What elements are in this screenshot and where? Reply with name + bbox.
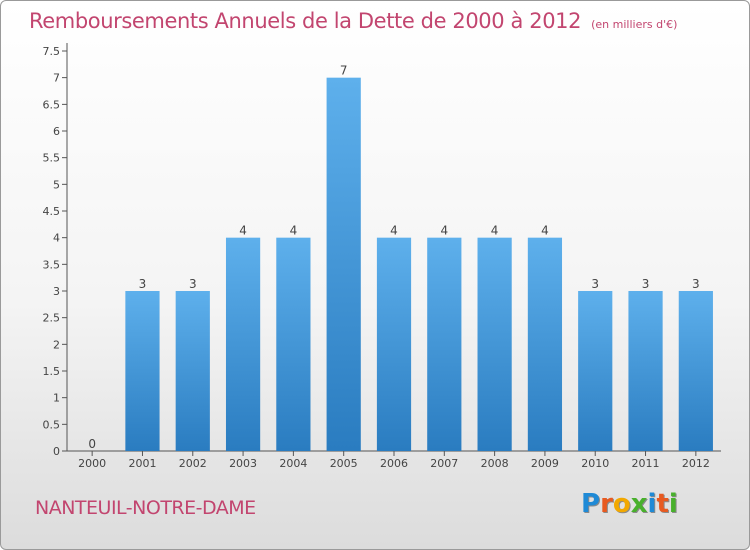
x-tick-label: 2005 (330, 457, 358, 470)
data-label-2007: 4 (440, 224, 448, 238)
logo-letter: P (581, 489, 601, 519)
logo-letter: i (668, 489, 678, 519)
x-tick-label: 2004 (279, 457, 307, 470)
y-tick-label: 2.5 (43, 312, 61, 325)
proxiti-logo[interactable]: Proxiti (581, 489, 678, 519)
data-labels: 0 3 3 4 4 7 4 4 4 4 3 3 3 (88, 64, 699, 451)
y-tick-label: 4.5 (43, 205, 61, 218)
y-tick-label: 6 (53, 125, 60, 138)
y-tick-label: 5.5 (43, 152, 61, 165)
data-label-2003: 4 (239, 224, 247, 238)
bar-2002[interactable] (175, 291, 210, 451)
y-tick-label: 1.5 (43, 365, 61, 378)
bar-2004[interactable] (276, 237, 311, 451)
data-label-2004: 4 (290, 224, 298, 238)
x-tick-label: 2003 (229, 457, 257, 470)
y-tick-label: 6.5 (43, 98, 61, 111)
x-tick-label: 2009 (531, 457, 559, 470)
logo-letter: i (647, 489, 657, 519)
chart-title: Remboursements Annuels de la Dette de 20… (29, 9, 677, 33)
data-label-2012: 3 (692, 277, 700, 291)
y-tick-label: 0 (53, 445, 60, 458)
y-tick-label: 7 (53, 72, 60, 85)
x-tick-label: 2011 (632, 457, 660, 470)
bar-2011[interactable] (628, 291, 663, 451)
y-tick-label: 2 (53, 338, 60, 351)
y-tick-label: 3.5 (43, 258, 61, 271)
data-label-2006: 4 (390, 224, 398, 238)
x-tick-label: 2006 (380, 457, 408, 470)
data-label-2010: 3 (591, 277, 599, 291)
bar-2010[interactable] (578, 291, 613, 451)
x-tick-label: 2012 (682, 457, 710, 470)
x-tick-label: 2007 (430, 457, 458, 470)
data-label-2000: 0 (88, 437, 96, 451)
logo-letter: t (656, 489, 669, 519)
x-axis: 2000 2001 2002 2003 2004 2005 2006 2007 2008 2009… (67, 450, 721, 470)
x-tick-label: 2010 (581, 457, 609, 470)
bar-2006[interactable] (376, 237, 412, 451)
bar-2012[interactable] (678, 291, 713, 451)
chart-subtitle: (en milliers d'€) (591, 18, 678, 31)
logo-letter: x (630, 489, 648, 519)
chart-title-text: Remboursements Annuels de la Dette de 20… (29, 9, 582, 33)
y-tick-label: 5 (53, 178, 60, 191)
data-label-2011: 3 (642, 277, 650, 291)
y-tick-label: 3 (53, 285, 60, 298)
x-tick-label: 2008 (481, 457, 509, 470)
bar-2001[interactable] (125, 291, 160, 451)
y-tick-label: 4 (53, 232, 60, 245)
y-tick-label: 7.5 (43, 45, 61, 58)
x-tick-label: 2002 (179, 457, 207, 470)
data-label-2009: 4 (541, 224, 549, 238)
logo-letter: o (612, 489, 631, 519)
data-label-2002: 3 (189, 277, 197, 291)
bar-2003[interactable] (225, 237, 261, 451)
bar-2009[interactable] (527, 237, 563, 451)
x-tick-label: 2001 (128, 457, 156, 470)
y-tick-label: 1 (53, 392, 60, 405)
logo-letter: r (600, 489, 613, 519)
bar-2005[interactable] (326, 77, 361, 452)
commune-name: NANTEUIL-NOTRE-DAME (35, 497, 256, 519)
data-label-2005: 7 (340, 64, 348, 78)
y-axis: 0 0.5 1 1.5 2 2.5 3 3.5 4 4.5 5 5.5 6 6.5 7 7.5 (43, 43, 68, 458)
bar-2008[interactable] (477, 237, 512, 451)
data-label-2008: 4 (491, 224, 499, 238)
bar-2007[interactable] (427, 237, 462, 451)
x-tick-label: 2000 (78, 457, 106, 470)
data-label-2001: 3 (139, 277, 147, 291)
bars (125, 77, 713, 452)
y-tick-label: 0.5 (43, 418, 61, 431)
